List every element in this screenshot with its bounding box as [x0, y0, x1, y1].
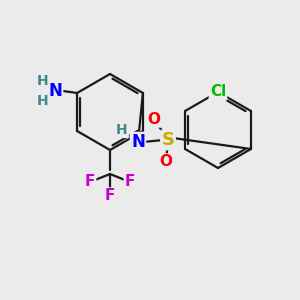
Text: H: H [36, 74, 48, 88]
Text: H: H [116, 123, 128, 137]
Text: F: F [105, 188, 115, 203]
Text: F: F [85, 175, 95, 190]
Text: Cl: Cl [210, 85, 226, 100]
Text: O: O [148, 112, 160, 127]
Text: F: F [125, 175, 135, 190]
Text: O: O [160, 154, 172, 169]
Text: N: N [131, 133, 145, 151]
Text: S: S [161, 131, 175, 149]
Text: H: H [36, 94, 48, 108]
Text: N: N [48, 82, 62, 100]
